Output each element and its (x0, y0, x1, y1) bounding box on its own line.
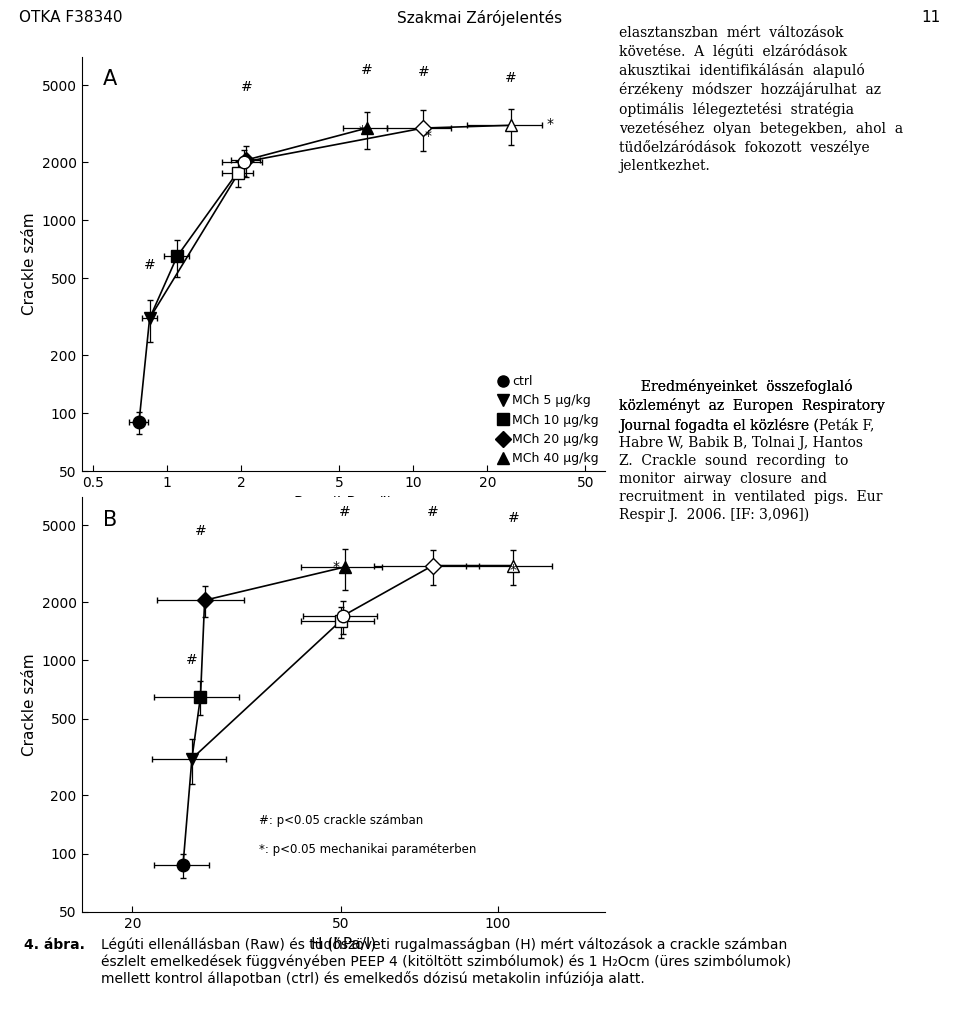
Text: Légúti ellenállásban (Raw) és tüdőszöveti rugalmasságban (H) mért változások a c: Légúti ellenállásban (Raw) és tüdőszövet… (101, 938, 791, 986)
Y-axis label: Crackle szám: Crackle szám (22, 212, 37, 316)
Text: #: # (361, 63, 373, 78)
Y-axis label: Crackle szám: Crackle szám (22, 653, 37, 756)
Text: *: * (510, 564, 516, 577)
Text: A: A (103, 69, 117, 89)
Text: #: # (508, 512, 519, 525)
Text: Eredményeinket  összefoglaló
közleményt  az  Europen  Respiratory
Journal fogadt: Eredményeinket összefoglaló közleményt a… (619, 379, 885, 522)
Legend: ctrl, MCh 5 μg/kg, MCh 10 μg/kg, MCh 20 μg/kg, MCh 40 μg/kg: ctrl, MCh 5 μg/kg, MCh 10 μg/kg, MCh 20 … (499, 375, 598, 465)
Text: #: # (339, 505, 351, 519)
Text: #: # (418, 64, 429, 79)
Text: Szakmai Zárójelentés: Szakmai Zárójelentés (397, 10, 563, 26)
Text: #: # (240, 80, 252, 94)
Text: Eredményeinket  összefoglaló
közleményt  az  Europen  Respiratory
Journal fogadt: Eredményeinket összefoglaló közleményt a… (619, 379, 885, 433)
Text: OTKA F38340: OTKA F38340 (19, 10, 123, 25)
Text: elasztanszban  mért  változások
követése.  A  légúti  elzáródások
akusztikai  id: elasztanszban mért változások követése. … (619, 26, 903, 173)
Text: #: p<0.05 crackle számban: #: p<0.05 crackle számban (259, 814, 423, 828)
Text: *: p<0.05 mechanikai paraméterben: *: p<0.05 mechanikai paraméterben (259, 843, 477, 857)
Text: *: * (546, 117, 554, 131)
Text: B: B (103, 510, 117, 529)
Text: #: # (144, 258, 156, 271)
X-axis label: H (hPa/l): H (hPa/l) (311, 937, 375, 951)
Text: 11: 11 (922, 10, 941, 25)
X-axis label: Raw (hPa.s/l): Raw (hPa.s/l) (294, 496, 393, 511)
Text: #: # (195, 524, 206, 538)
Text: *: * (424, 130, 432, 143)
Text: #: # (427, 505, 439, 519)
Text: #: # (505, 71, 517, 85)
Text: #: # (186, 654, 198, 667)
Text: *: * (332, 560, 340, 574)
Text: Journal fogadta el közlésre (: Journal fogadta el közlésre ( (619, 462, 819, 478)
Text: *: * (359, 124, 366, 139)
Text: 4. ábra.: 4. ábra. (24, 938, 84, 952)
